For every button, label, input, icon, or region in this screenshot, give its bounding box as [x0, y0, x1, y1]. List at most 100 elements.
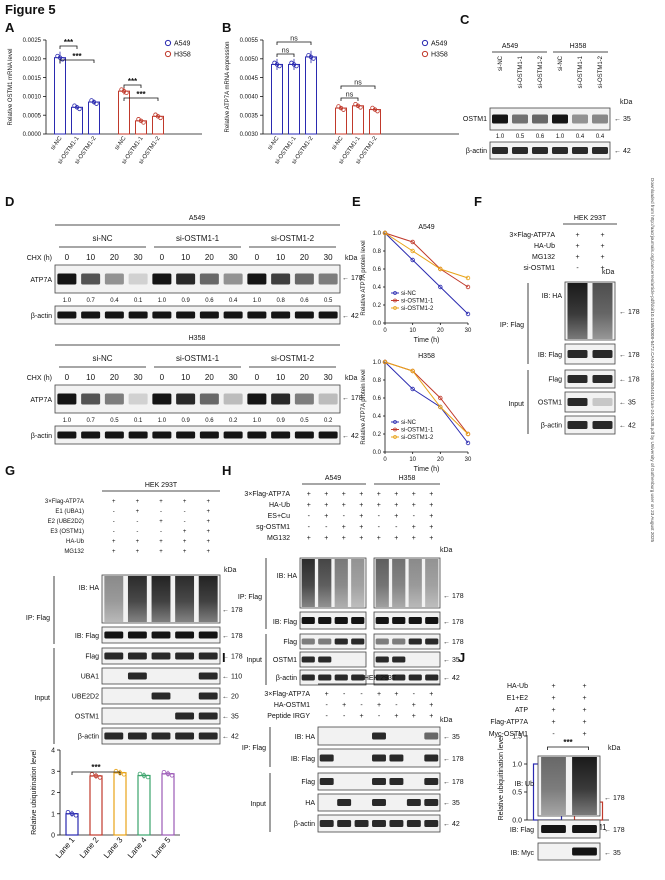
kda-label: kDa: [345, 375, 358, 382]
mw-marker: ← 35: [222, 714, 239, 721]
time-label: 20: [300, 253, 309, 262]
cell-label: H358: [189, 335, 206, 342]
row-label-actin: β-actin: [31, 313, 52, 320]
legend-marker: [393, 306, 397, 310]
condition-label: HA-Ub: [66, 539, 85, 545]
condition-sign: +: [159, 519, 163, 525]
band: [175, 712, 195, 720]
significance-bracket: [59, 45, 78, 49]
condition-sign: +: [582, 683, 586, 690]
smear-band: [541, 757, 566, 815]
band: [199, 311, 219, 319]
bar: [335, 107, 347, 135]
condition-sign: +: [342, 491, 346, 498]
row-label: IB: Flag: [510, 827, 534, 834]
legend-marker: [421, 39, 429, 47]
condition-label: sg-OSTM1: [256, 524, 290, 531]
band: [152, 431, 172, 439]
data-point: [137, 771, 143, 777]
mw-marker: ← 35: [443, 734, 460, 741]
blot-input: [564, 415, 616, 435]
legend-entry: A549: [174, 40, 190, 47]
condition-sign: +: [394, 691, 398, 698]
band: [198, 712, 218, 720]
quant-value: 0.6: [536, 134, 545, 140]
time-label: 30: [134, 373, 143, 382]
band: [294, 431, 314, 439]
band: [198, 631, 218, 639]
cell-header: HEK 293T: [364, 675, 397, 682]
significance-label: ***: [136, 90, 146, 99]
group-label: si-NC: [93, 354, 113, 363]
smear-band: [408, 559, 422, 607]
condition-label: HA-Ub: [269, 502, 290, 509]
condition-sign: +: [136, 549, 140, 555]
band: [81, 311, 101, 319]
y-tick-label: 0.0: [512, 818, 522, 825]
band: [541, 825, 566, 833]
band: [104, 732, 124, 740]
band: [57, 431, 77, 439]
y-tick-label: 0.6: [373, 267, 382, 273]
mw-marker: ← 178: [443, 756, 464, 763]
legend-marker: [421, 50, 429, 58]
row-label: UBE2D2: [72, 694, 99, 701]
y-axis-label: Relative OSTM1 mRNA level: [8, 48, 14, 125]
data-point: [113, 768, 119, 774]
y-tick-label: 0.0055: [240, 38, 259, 44]
input-label: Input: [508, 401, 524, 408]
quant-value: 1.0: [496, 134, 505, 140]
band: [552, 147, 568, 154]
condition-sign: -: [378, 524, 381, 531]
series-point: [465, 275, 471, 281]
band: [512, 147, 528, 154]
condition-sign: +: [412, 502, 416, 509]
band: [532, 114, 548, 124]
band: [567, 421, 588, 429]
band: [372, 778, 386, 785]
x-tick-label: Lane 1: [54, 835, 77, 860]
band: [318, 656, 332, 663]
condition-sign: -: [308, 513, 311, 520]
quant-value: 1.0: [158, 418, 167, 424]
panel-letter-h: H: [222, 463, 231, 478]
band: [424, 799, 439, 806]
condition-sign: +: [112, 549, 116, 555]
quant-value: 1.0: [253, 298, 262, 304]
condition-sign: +: [600, 243, 604, 250]
condition-sign: +: [551, 695, 555, 702]
condition-sign: +: [575, 243, 579, 250]
y-tick-label: 2: [51, 790, 55, 797]
data-point: [124, 90, 129, 95]
mw-marker: ← 42: [342, 433, 359, 440]
blot-input: [564, 391, 616, 413]
y-tick-label: 0.0035: [240, 113, 259, 119]
band: [592, 147, 608, 154]
mw-marker: ← 178: [222, 607, 243, 614]
legend-marker: [393, 427, 397, 432]
series-point: [382, 359, 388, 365]
x-tick-label: 0: [383, 457, 387, 463]
band: [351, 617, 365, 624]
row-label: IB: HA: [79, 585, 100, 592]
band: [408, 617, 422, 624]
condition-sign: -: [308, 524, 311, 531]
y-tick-label: 0.4: [373, 414, 382, 420]
mw-marker: ← 178: [443, 593, 464, 600]
blot-input: [101, 667, 221, 685]
y-tick-label: 0.2: [373, 432, 382, 438]
band: [318, 273, 338, 285]
band: [406, 820, 421, 827]
band: [351, 638, 365, 645]
condition-sign: -: [343, 513, 346, 520]
bar: [54, 57, 66, 135]
condition-label: Myc-OSTM1: [489, 731, 528, 738]
band: [176, 273, 196, 285]
y-tick-label: 0.0005: [23, 113, 42, 119]
band: [176, 431, 196, 439]
condition-sign: +: [412, 524, 416, 531]
mw-marker: ← 178: [443, 779, 464, 786]
mw-marker: ← 178: [604, 795, 625, 802]
kda-label: kDa: [440, 547, 453, 554]
condition-label: E1 (UBA1): [55, 509, 84, 515]
